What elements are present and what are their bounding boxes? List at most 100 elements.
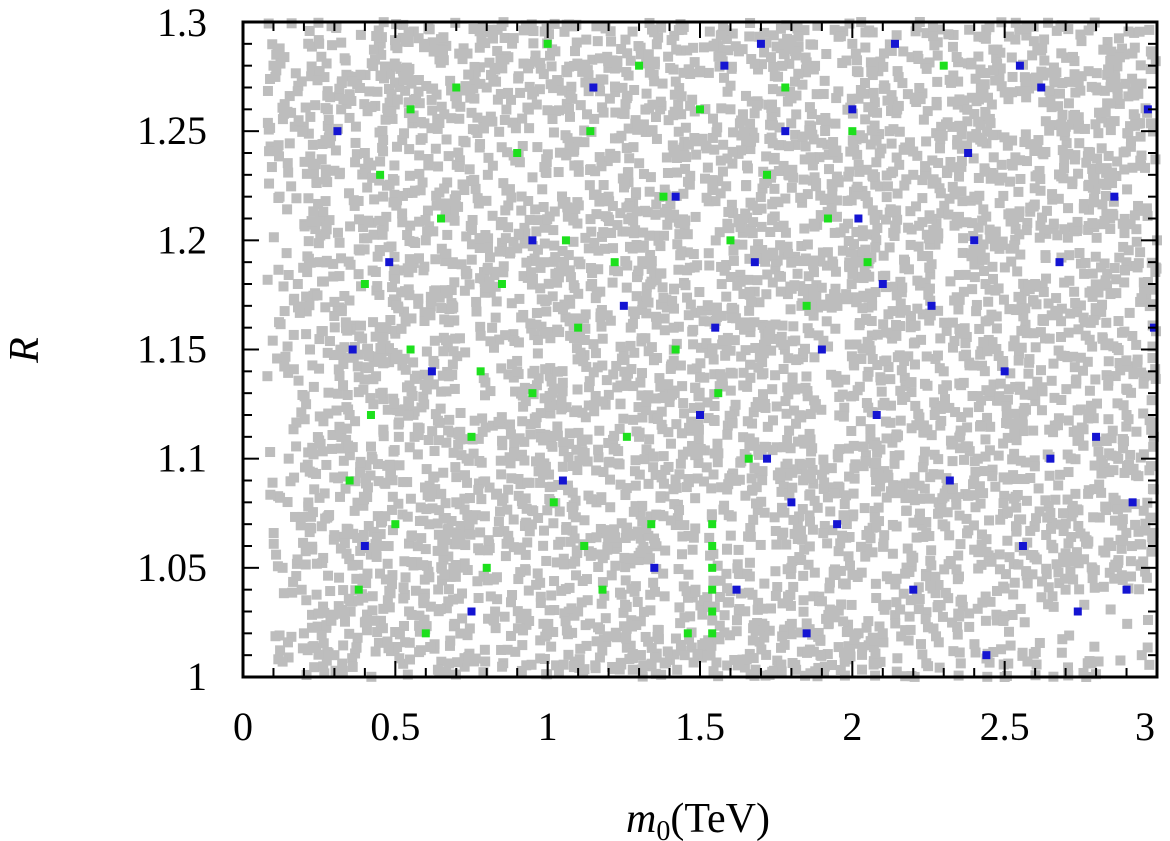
- background-point: [799, 25, 810, 36]
- background-point: [802, 391, 813, 402]
- background-point: [947, 41, 958, 52]
- background-point: [667, 389, 678, 400]
- background-point: [1123, 465, 1134, 476]
- background-point: [605, 474, 616, 485]
- background-point: [669, 284, 680, 295]
- background-point: [678, 188, 689, 199]
- background-point: [1096, 143, 1107, 154]
- background-point: [838, 616, 849, 627]
- background-point: [690, 211, 701, 222]
- background-point: [617, 82, 628, 93]
- background-point: [739, 662, 750, 673]
- background-point: [854, 257, 865, 268]
- background-point: [1121, 355, 1132, 366]
- background-point: [635, 377, 646, 388]
- background-point: [1013, 291, 1024, 302]
- background-point: [849, 463, 860, 474]
- background-point: [1090, 183, 1101, 194]
- background-point: [985, 386, 996, 397]
- background-point: [798, 174, 809, 185]
- background-point: [365, 441, 376, 452]
- background-point: [1030, 139, 1041, 150]
- background-point: [437, 370, 448, 381]
- background-point: [803, 271, 814, 282]
- background-point: [494, 246, 505, 257]
- background-point: [804, 510, 815, 521]
- background-point: [611, 360, 622, 371]
- background-point: [472, 112, 483, 123]
- background-point: [362, 344, 373, 355]
- background-point: [376, 32, 387, 43]
- background-point: [433, 606, 444, 617]
- background-point: [668, 64, 679, 75]
- background-point: [463, 651, 474, 662]
- background-point: [707, 344, 718, 355]
- background-point: [316, 521, 327, 532]
- background-point: [548, 627, 559, 638]
- background-point: [1112, 504, 1123, 515]
- background-point: [367, 591, 378, 602]
- background-point: [823, 609, 834, 620]
- background-point: [593, 245, 604, 256]
- background-point: [620, 34, 631, 45]
- background-point: [400, 316, 411, 327]
- background-point: [672, 167, 683, 178]
- background-point: [535, 591, 546, 602]
- background-point: [528, 38, 539, 49]
- background-point: [320, 164, 331, 175]
- background-point: [275, 645, 286, 656]
- background-point: [1121, 257, 1132, 268]
- background-point: [1111, 451, 1122, 462]
- background-point: [691, 136, 702, 147]
- background-point: [262, 371, 273, 382]
- background-point: [760, 249, 771, 260]
- background-point: [595, 74, 606, 85]
- background-point: [621, 143, 632, 154]
- background-point: [1087, 341, 1098, 352]
- background-point: [372, 355, 383, 366]
- background-point: [713, 176, 724, 187]
- background-point: [1003, 209, 1014, 220]
- background-point: [480, 377, 491, 388]
- background-point: [341, 323, 352, 334]
- background-point: [391, 200, 402, 211]
- background-point: [433, 435, 444, 446]
- background-point: [728, 245, 739, 256]
- background-point: [423, 23, 434, 34]
- background-point: [585, 618, 596, 629]
- background-point: [658, 451, 669, 462]
- background-point: [1087, 268, 1098, 279]
- background-point: [675, 218, 686, 229]
- background-point: [1093, 656, 1104, 667]
- background-point: [473, 198, 484, 209]
- background-point: [1096, 306, 1107, 317]
- background-point: [367, 605, 378, 616]
- background-point: [311, 558, 322, 569]
- background-point: [1001, 401, 1012, 412]
- background-point: [535, 577, 546, 588]
- background-point: [405, 220, 416, 231]
- background-point: [952, 629, 963, 640]
- background-point: [843, 171, 854, 182]
- background-point: [1112, 156, 1123, 167]
- background-point: [397, 217, 408, 228]
- background-point: [862, 543, 873, 554]
- background-point: [846, 195, 857, 206]
- background-point: [1133, 471, 1144, 482]
- background-point: [736, 588, 747, 599]
- background-point: [491, 266, 502, 277]
- background-point: [435, 198, 446, 209]
- background-point: [1108, 465, 1119, 476]
- background-point: [350, 137, 361, 148]
- background-point: [815, 210, 826, 221]
- background-point: [725, 271, 736, 282]
- background-point: [872, 360, 883, 371]
- background-point: [970, 502, 981, 513]
- background-point: [669, 209, 680, 220]
- background-point: [1122, 184, 1133, 195]
- background-point: [707, 113, 718, 124]
- background-point: [947, 617, 958, 628]
- background-point: [1086, 286, 1097, 297]
- background-point: [756, 59, 767, 70]
- background-point: [400, 85, 411, 96]
